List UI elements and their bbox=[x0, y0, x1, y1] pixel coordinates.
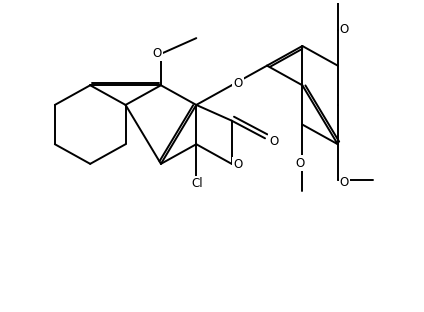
Text: O: O bbox=[340, 23, 349, 36]
Text: O: O bbox=[234, 77, 243, 90]
Text: Cl: Cl bbox=[191, 177, 203, 190]
Text: O: O bbox=[269, 134, 278, 148]
Text: O: O bbox=[340, 176, 349, 189]
Text: O: O bbox=[153, 46, 162, 60]
Text: O: O bbox=[234, 158, 243, 171]
Text: O: O bbox=[295, 157, 304, 169]
